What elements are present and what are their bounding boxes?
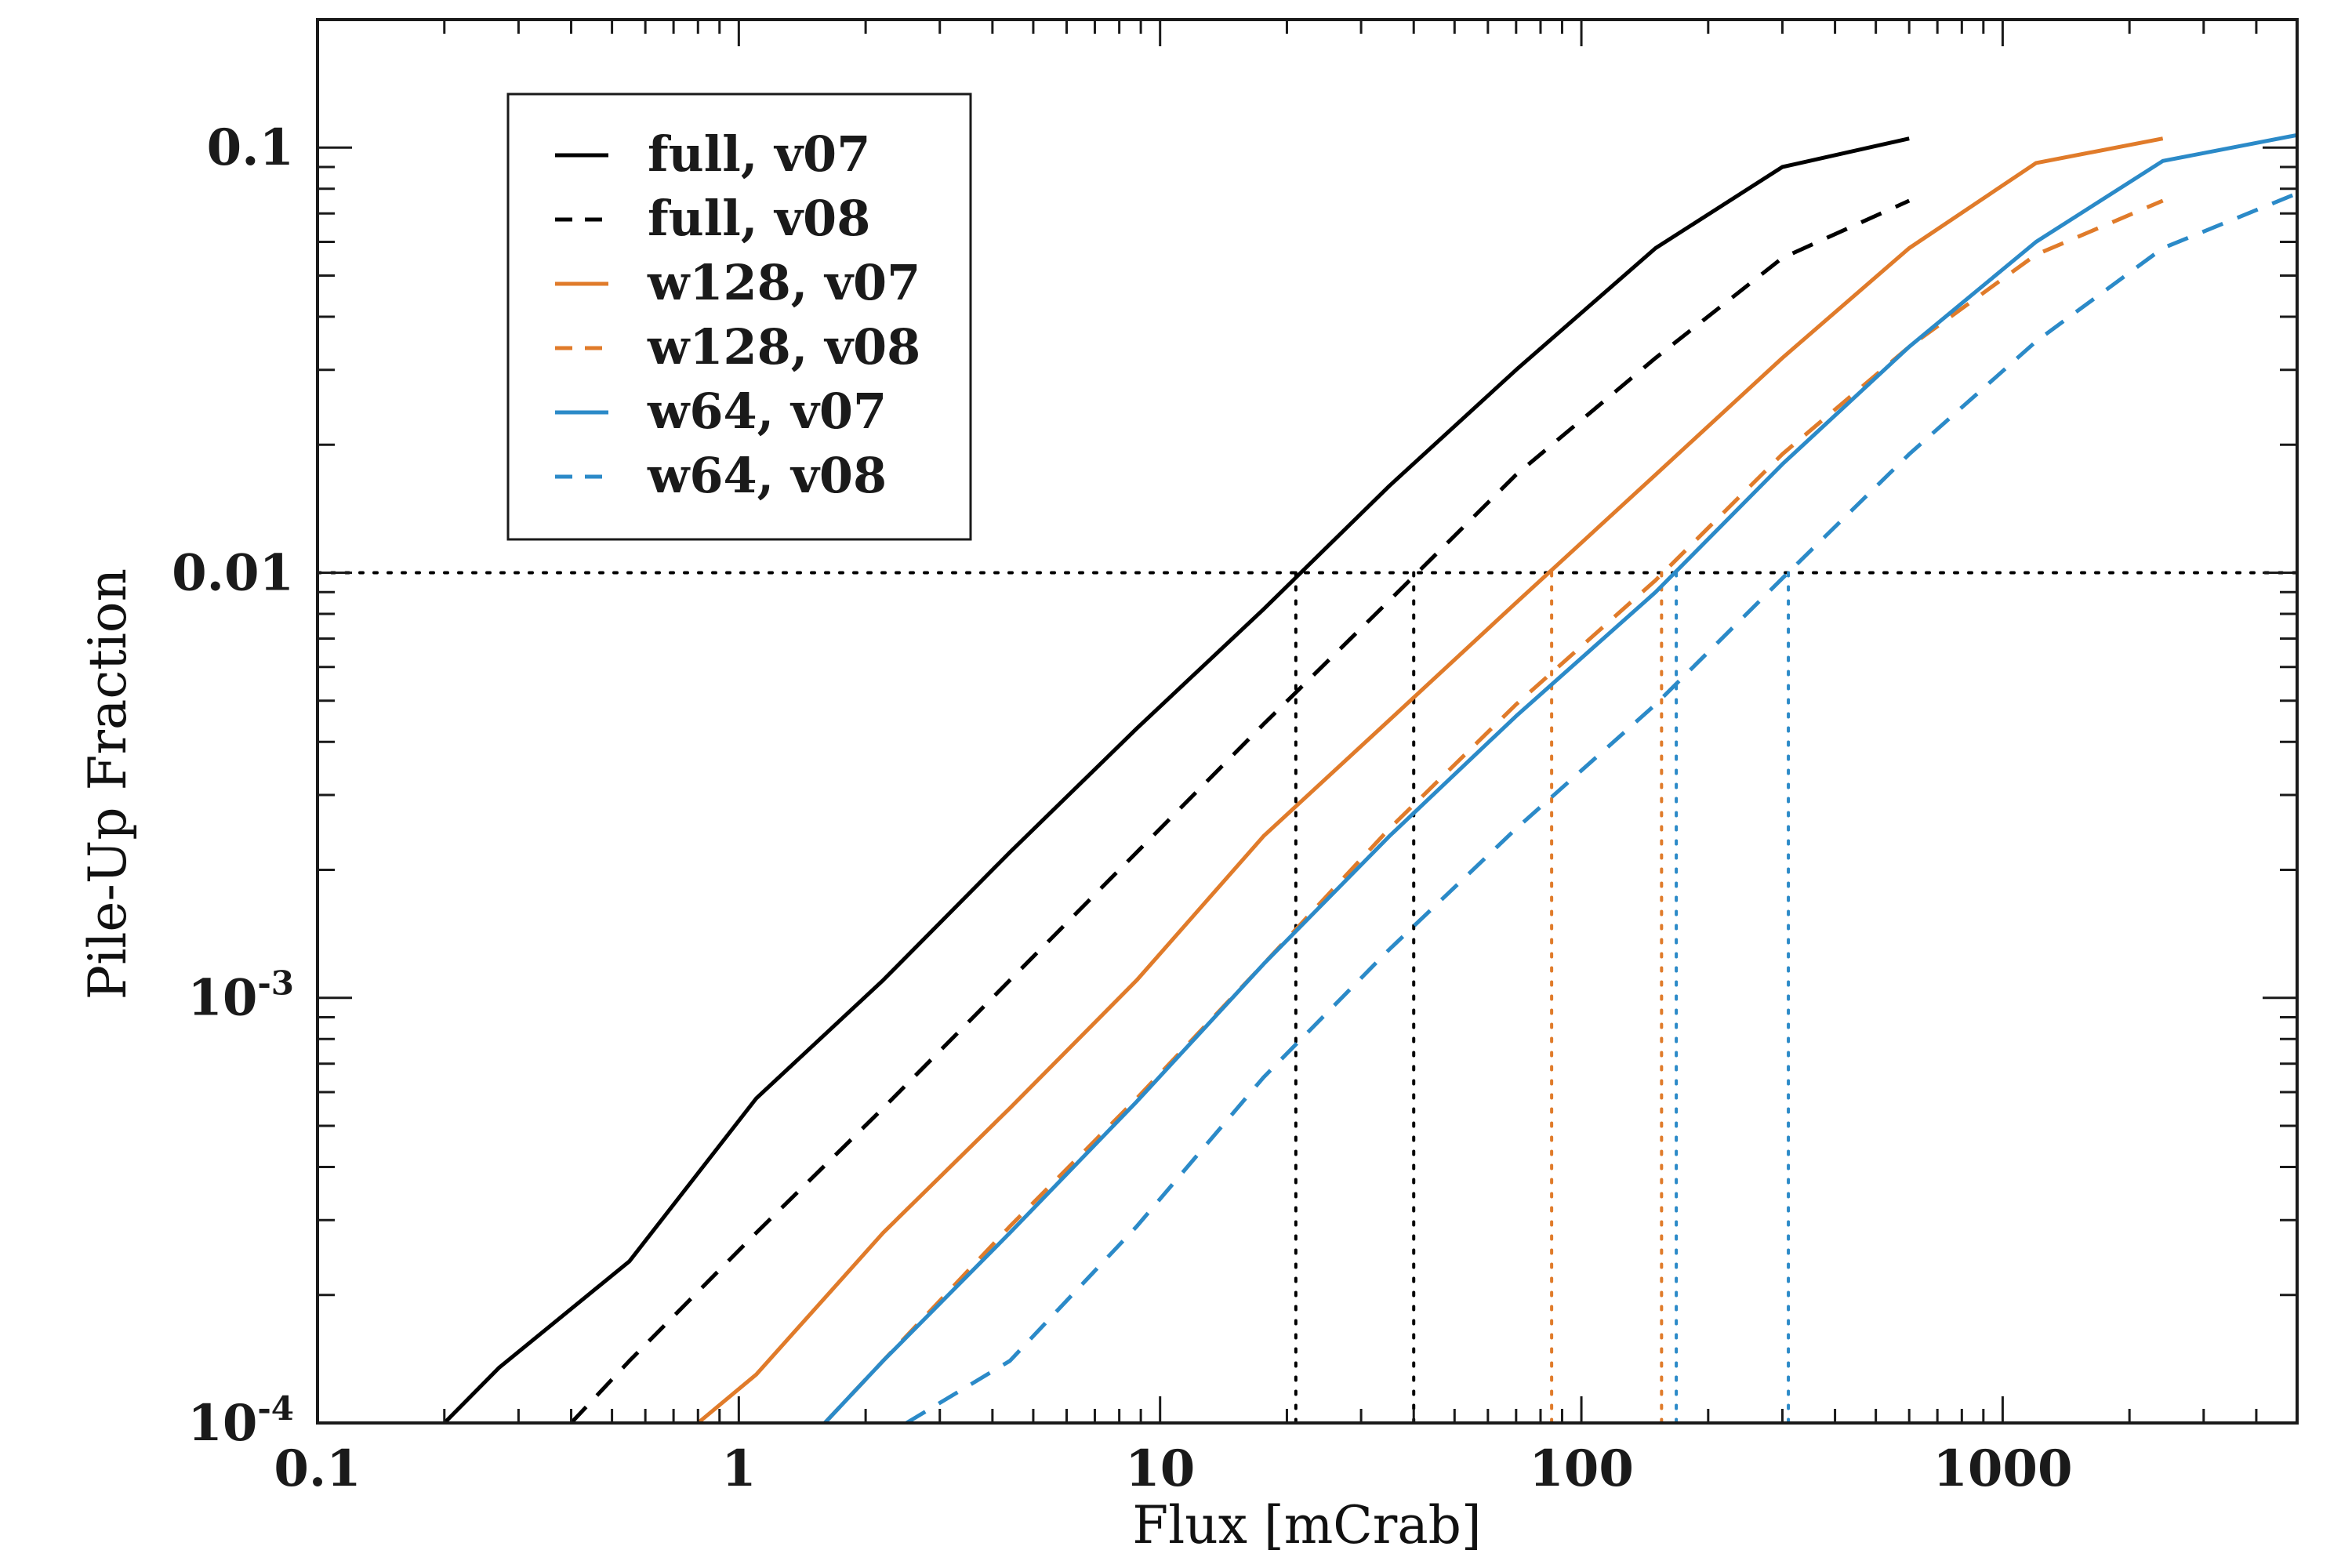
legend-box	[506, 93, 972, 541]
legend-label-1: full, v08	[648, 190, 870, 247]
y-axis-label: Pile-Up Fraction	[78, 568, 138, 1000]
series-line-3	[823, 198, 2164, 1425]
legend-label-0: full, v07	[648, 125, 870, 183]
x-tick-label: 100	[1529, 1439, 1634, 1498]
series-line-5	[905, 191, 2298, 1425]
series-line-0	[443, 136, 1910, 1425]
legend-label-3: w128, v08	[647, 318, 920, 376]
series-line-4	[823, 132, 2298, 1425]
legend-label-2: w128, v07	[647, 254, 920, 311]
y-tick-label: 0.01	[172, 543, 294, 602]
y-tick-label: 0.1	[207, 118, 294, 177]
x-tick-label: 1000	[1933, 1439, 2072, 1498]
legend-label-5: w64, v08	[647, 447, 887, 504]
x-tick-label: 10	[1125, 1439, 1195, 1498]
y-tick-label: 10-4	[187, 1389, 294, 1453]
legend-label-4: w64, v07	[647, 383, 887, 440]
x-axis-label: Flux [mCrab]	[1132, 1495, 1481, 1555]
x-tick-label: 1	[721, 1439, 757, 1498]
series-line-1	[569, 198, 1911, 1425]
plot-frame	[316, 18, 2299, 1425]
series-line-2	[696, 136, 2164, 1425]
y-tick-label: 10-3	[187, 964, 294, 1028]
x-tick-label: 0.1	[274, 1439, 361, 1498]
